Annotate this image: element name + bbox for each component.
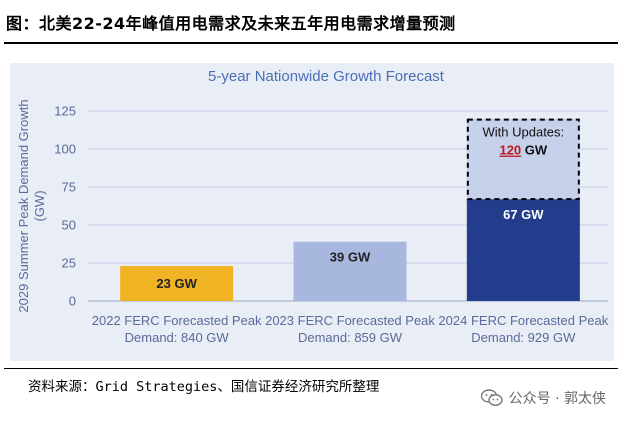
y-tick-label: 0 [69, 294, 76, 309]
wechat-icon [480, 389, 503, 407]
x-category-label: 2024 FERC Forecasted Peak [438, 313, 608, 328]
bar-value-label: 23 GW [156, 276, 197, 291]
growth-forecast-chart: 0 25 50 75 100 125 23 GW 2022 FERC Forecasted P… [16, 68, 609, 345]
page-title: 图：北美22-24年峰值用电需求及未来五年用电需求增量预测 [6, 14, 456, 33]
y-axis-label: 2029 Summer Peak Demand Growth (GW) [16, 99, 47, 312]
x-category-label: Demand: 859 GW [298, 330, 403, 345]
bar-value-label: 39 GW [330, 250, 371, 265]
update-value: 120 [499, 143, 521, 158]
y-tick-label: 50 [62, 218, 76, 233]
x-category-label: Demand: 929 GW [471, 330, 576, 345]
chart-panel: 0 25 50 75 100 125 23 GW 2022 FERC Forecasted P… [10, 63, 614, 361]
update-label: With Updates: [483, 125, 565, 140]
y-tick-label: 125 [54, 104, 76, 119]
chart-title: 5-year Nationwide Growth Forecast [208, 68, 445, 85]
watermark-text: 公众号 · 郭太侠 [508, 391, 606, 407]
update-increment-bar [466, 118, 580, 200]
watermark: 公众号 · 郭太侠 [480, 388, 606, 408]
bar-3 [466, 199, 580, 301]
bar-1 [120, 266, 234, 301]
y-tick-label: 100 [54, 142, 76, 157]
y-tick-label: 75 [62, 180, 76, 195]
update-value-label: 120 GW [499, 143, 547, 158]
bottom-divider [4, 368, 618, 369]
y-tick-label: 25 [62, 256, 76, 271]
y-axis-label-line2: (GW) [32, 190, 47, 221]
source-note: 资料来源：Grid Strategies、国信证券经济研究所整理 [28, 379, 380, 395]
y-axis-label-line1: 2029 Summer Peak Demand Growth [16, 99, 31, 312]
bar-value-label: 67 GW [503, 207, 544, 222]
update-unit: GW [521, 143, 548, 158]
x-category-label: Demand: 840 GW [125, 330, 230, 345]
x-category-label: 2023 FERC Forecasted Peak [265, 313, 435, 328]
bar-2 [293, 241, 407, 301]
x-category-label: 2022 FERC Forecasted Peak [92, 313, 262, 328]
top-divider [4, 42, 618, 44]
update-dashed-outline [466, 118, 580, 201]
